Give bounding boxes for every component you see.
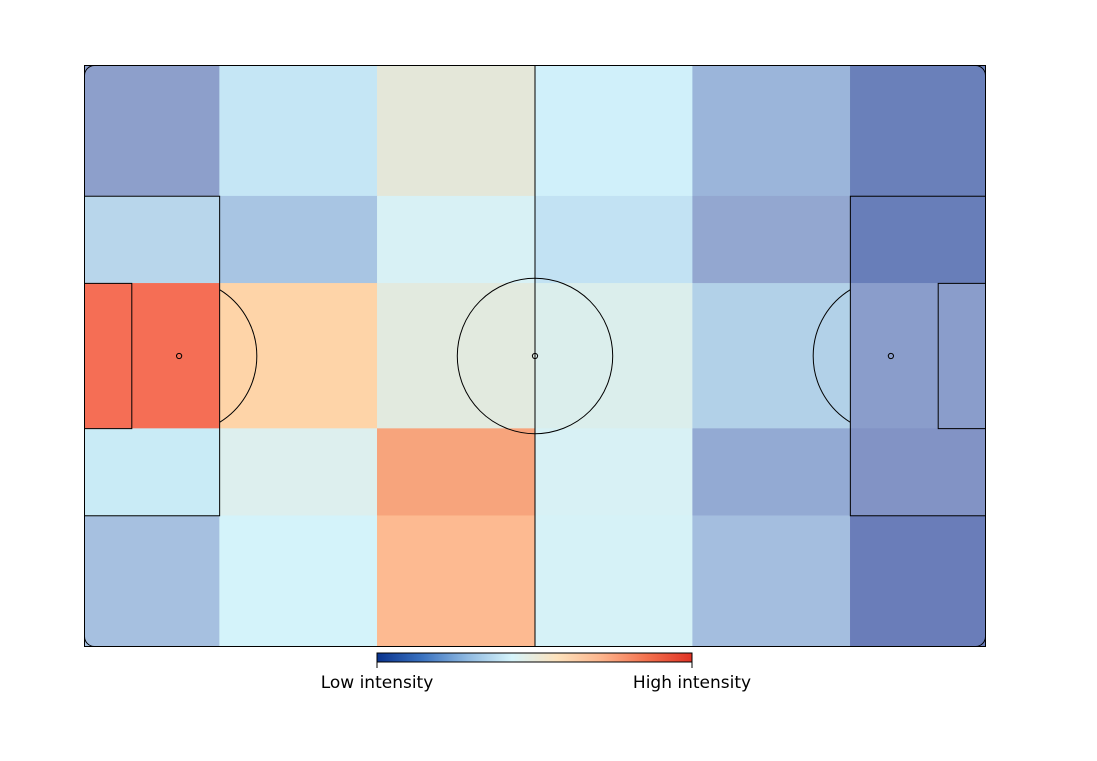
- left-penalty-arc: [219, 289, 258, 423]
- heatmap-cell-r2-c1: [219, 283, 378, 429]
- heatmap-cell-r3-c1: [219, 428, 378, 517]
- left-six-yard-box: [84, 282, 133, 430]
- corner-arc-top-right: [975, 65, 986, 76]
- colorbar: Low intensity High intensity: [321, 652, 751, 693]
- colorbar-bar: [376, 652, 693, 663]
- heatmap-cell-r4-c0: [84, 515, 220, 647]
- heatmap-cell-r1-c1: [219, 195, 378, 284]
- heatmap-cell-r2-c0: [84, 283, 220, 429]
- heatmap-cell-r0-c3: [534, 65, 693, 197]
- heatmap-cell-r0-c4: [692, 65, 851, 197]
- heatmap-cells: [84, 65, 986, 647]
- heatmap-cell-r2-c4: [692, 283, 851, 429]
- pitch-markings: [84, 65, 987, 647]
- colorbar-low-label: Low intensity: [321, 673, 434, 693]
- heatmap-cell-r3-c3: [534, 428, 693, 517]
- right-penalty-arc: [812, 289, 851, 423]
- heatmap-cell-r4-c5: [850, 515, 986, 647]
- heatmap-cell-r0-c0: [84, 65, 220, 197]
- corner-arc-bottom-right: [975, 636, 986, 647]
- heatmap-cell-r4-c1: [219, 515, 378, 647]
- heatmap-cell-r1-c2: [377, 195, 536, 284]
- left-penalty-spot: [176, 352, 183, 360]
- heatmap-cell-r3-c0: [84, 428, 220, 517]
- heatmap-cell-r3-c5: [850, 428, 986, 517]
- heatmap-cell-r2-c2: [377, 283, 536, 429]
- centre-spot: [531, 352, 539, 360]
- heatmap-cell-r1-c3: [534, 195, 693, 284]
- heatmap-cell-r4-c2: [377, 515, 536, 647]
- heatmap-cell-r3-c4: [692, 428, 851, 517]
- heatmap-cell-r0-c5: [850, 65, 986, 197]
- centre-circle: [456, 277, 614, 435]
- heatmap-cell-r0-c2: [377, 65, 536, 197]
- right-six-yard-box: [937, 282, 987, 430]
- heatmap-cell-r2-c3: [534, 283, 693, 429]
- corner-arc-top-left: [84, 65, 95, 76]
- heatmap-cell-r1-c4: [692, 195, 851, 284]
- heatmap-cell-r0-c1: [219, 65, 378, 197]
- corner-arc-bottom-left: [84, 636, 95, 647]
- heatmap-cell-r1-c0: [84, 195, 220, 284]
- heatmap-cell-r4-c3: [534, 515, 693, 647]
- heatmap-cell-r4-c4: [692, 515, 851, 647]
- heatmap-cell-r3-c2: [377, 428, 536, 517]
- heatmap-cell-r1-c5: [850, 195, 986, 284]
- colorbar-high-label: High intensity: [633, 673, 751, 693]
- heatmap-cell-r2-c5: [850, 283, 986, 429]
- right-penalty-spot: [887, 352, 894, 360]
